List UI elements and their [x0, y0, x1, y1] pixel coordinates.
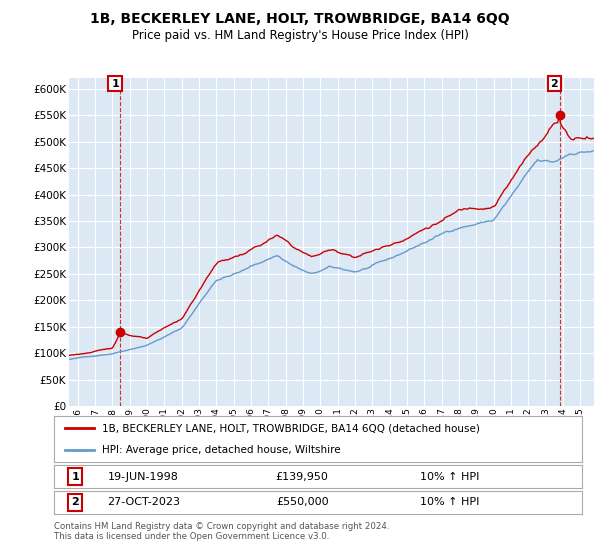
Text: 2: 2 [71, 497, 79, 507]
Text: 19-JUN-1998: 19-JUN-1998 [109, 472, 179, 482]
Text: 1: 1 [111, 79, 119, 88]
Text: 10% ↑ HPI: 10% ↑ HPI [421, 472, 479, 482]
Text: 1: 1 [71, 472, 79, 482]
Text: 1B, BECKERLEY LANE, HOLT, TROWBRIDGE, BA14 6QQ: 1B, BECKERLEY LANE, HOLT, TROWBRIDGE, BA… [90, 12, 510, 26]
Text: 27-OCT-2023: 27-OCT-2023 [107, 497, 180, 507]
Text: Price paid vs. HM Land Registry's House Price Index (HPI): Price paid vs. HM Land Registry's House … [131, 29, 469, 42]
Text: HPI: Average price, detached house, Wiltshire: HPI: Average price, detached house, Wilt… [101, 445, 340, 455]
Text: 1B, BECKERLEY LANE, HOLT, TROWBRIDGE, BA14 6QQ (detached house): 1B, BECKERLEY LANE, HOLT, TROWBRIDGE, BA… [101, 423, 479, 433]
Text: 10% ↑ HPI: 10% ↑ HPI [421, 497, 479, 507]
Text: Contains HM Land Registry data © Crown copyright and database right 2024.
This d: Contains HM Land Registry data © Crown c… [54, 522, 389, 542]
Text: £139,950: £139,950 [276, 472, 329, 482]
Text: 2: 2 [551, 79, 559, 88]
Text: £550,000: £550,000 [276, 497, 328, 507]
